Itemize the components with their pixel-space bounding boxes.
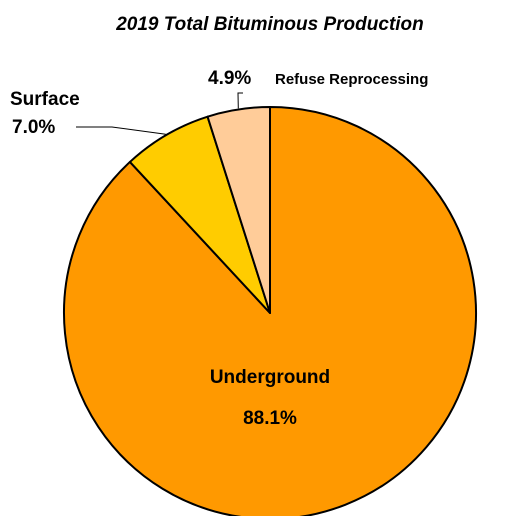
slice-label-refuse-value: 4.9% [208,68,251,89]
leader-lines [76,92,243,135]
chart-title: 2019 Total Bituminous Production [115,14,424,35]
slice-label-surface-value: 7.0% [12,117,55,138]
pie-slices [63,106,477,516]
leader-line-refuse [237,92,243,109]
leader-line-surface [76,126,166,135]
slice-label-underground-value: 88.1% [243,408,297,429]
slice-label-refuse-name: Refuse Reprocessing [275,71,428,88]
pie-slice-refuse-reprocessing [206,106,271,314]
slice-label-underground-name: Underground [210,367,330,388]
slice-label-surface-name: Surface [10,89,80,110]
